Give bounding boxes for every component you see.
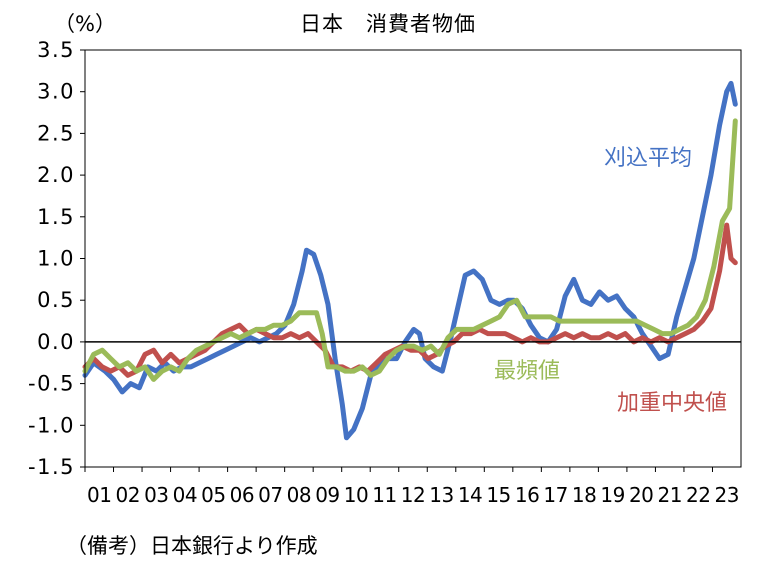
y-tick-label: 2.5 — [37, 121, 75, 145]
x-tick-label: 18 — [572, 483, 596, 507]
y-tick-label: 0.5 — [37, 288, 75, 312]
x-tick-label: 23 — [715, 483, 739, 507]
x-tick-label: 15 — [486, 483, 510, 507]
series-line-0 — [82, 80, 738, 441]
x-tick-label: 11 — [372, 483, 396, 507]
series-line-1 — [82, 118, 738, 382]
x-tick-label: 04 — [173, 483, 197, 507]
y-tick-label: -1.5 — [28, 455, 75, 479]
x-tick-label: 06 — [230, 483, 254, 507]
x-tick-label: 20 — [629, 483, 653, 507]
series-label-2: 加重中央値 — [617, 391, 727, 416]
x-tick-label: 03 — [144, 483, 168, 507]
y-tick-label: -1.0 — [28, 413, 75, 437]
x-axis-ticks: 01 02 03 04 05 06 07 08 09 10 11 12 13 14 15 16 17 18 19 20… — [84, 467, 739, 507]
series-line-2 — [82, 222, 738, 378]
x-tick-label: 10 — [344, 483, 368, 507]
x-tick-label: 13 — [429, 483, 453, 507]
x-tick-label: 19 — [600, 483, 624, 507]
x-tick-label: 08 — [287, 483, 311, 507]
y-tick-label: 1.5 — [37, 205, 75, 229]
chart-title: 日本 消費者物価 — [300, 12, 476, 36]
y-tick-label: 0.0 — [37, 330, 75, 354]
y-unit-label: （%） — [54, 12, 116, 36]
x-tick-label: 01 — [87, 483, 111, 507]
x-tick-label: 02 — [116, 483, 140, 507]
x-tick-label: 21 — [657, 483, 681, 507]
y-axis-ticks: 3.5 3.0 2.5 2.0 1.5 1.0 0.5 0.0 -0.5 -1.0 -1.5 — [28, 38, 85, 479]
x-tick-label: 05 — [201, 483, 225, 507]
y-tick-label: 1.0 — [37, 247, 75, 271]
x-tick-label: 09 — [315, 483, 339, 507]
x-tick-label: 16 — [515, 483, 539, 507]
series-label-1: 最頻値 — [494, 359, 560, 384]
x-tick-label: 12 — [401, 483, 425, 507]
series-lines — [82, 80, 738, 441]
x-tick-label: 17 — [543, 483, 567, 507]
x-tick-label: 22 — [686, 483, 710, 507]
y-tick-label: 2.0 — [37, 163, 75, 187]
y-tick-label: -0.5 — [28, 372, 75, 396]
y-tick-label: 3.5 — [37, 38, 75, 62]
x-tick-label: 14 — [458, 483, 482, 507]
series-label-0: 刈込平均 — [604, 146, 692, 171]
source-note: （備考）日本銀行より作成 — [66, 534, 318, 558]
y-tick-label: 3.0 — [37, 80, 75, 104]
x-tick-label: 07 — [258, 483, 282, 507]
